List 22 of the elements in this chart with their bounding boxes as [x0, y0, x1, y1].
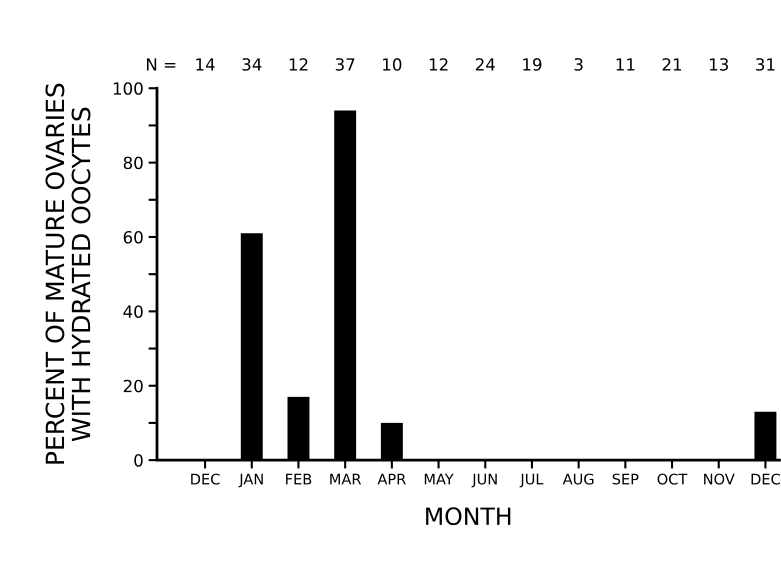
- x-tick-label: OCT: [658, 474, 688, 485]
- x-tick-label: SEP: [612, 474, 638, 485]
- x-tick-label: JUL: [520, 474, 544, 488]
- x-tick-label: NOV: [704, 474, 735, 485]
- x-tick-label: FEB: [286, 474, 312, 484]
- y-tick-label: 80: [124, 156, 143, 170]
- x-axis-title: MONTH: [426, 507, 510, 526]
- y-tick-label: 0: [134, 454, 143, 467]
- y-tick-label: 20: [124, 380, 143, 392]
- y-tick-label: 60: [124, 230, 143, 244]
- y-tick-label: 100: [114, 82, 143, 95]
- x-tick-label: JUN: [472, 474, 497, 488]
- x-tick-label: APR: [378, 474, 406, 484]
- text: N = 14 34 12 37 10 12 24 19 3 11 21 13 31: [146, 58, 774, 71]
- x-tick-label: JAN: [238, 474, 263, 488]
- y-axis-title: PERCENT OF MATURE OVARIES WITH HYDRATED OOCYTES: [45, 84, 90, 464]
- x-tick-label: MAR: [330, 474, 362, 484]
- x-tick-label: DEC: [191, 474, 220, 485]
- x-tick-label: MAY: [424, 474, 454, 484]
- x-tick-label: DEC: [752, 474, 780, 485]
- x-tick-label: AUG: [562, 474, 594, 485]
- y-tick-label: 40: [123, 305, 143, 318]
